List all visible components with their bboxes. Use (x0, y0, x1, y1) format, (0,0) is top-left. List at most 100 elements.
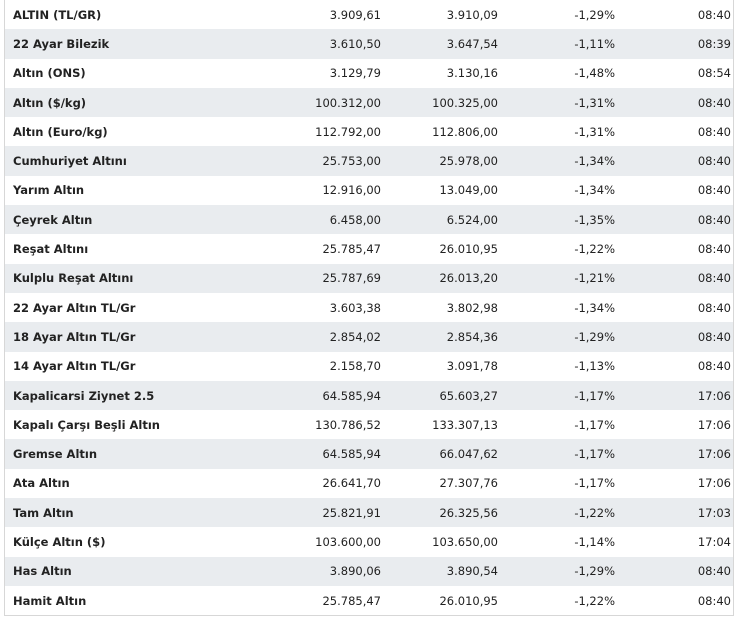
table-row[interactable]: Çeyrek Altın 6.458,00 6.524,00 -1,35% 08… (5, 205, 733, 235)
row-name: 22 Ayar Altın TL/Gr (13, 300, 136, 315)
row-time: 08:40 (697, 564, 731, 579)
row-buy-price: 12.916,00 (322, 183, 381, 198)
row-buy-price: 2.158,70 (329, 359, 381, 374)
table-row[interactable]: Cumhuriyet Altını 25.753,00 25.978,00 -1… (5, 146, 733, 176)
gold-prices-table: ALTIN (TL/GR) 3.909,61 3.910,09 -1,29% 0… (4, 0, 734, 617)
table-row[interactable]: Ata Altın 26.641,70 27.307,76 -1,17% 17:… (5, 469, 733, 498)
table-row[interactable]: Altın (ONS) 3.129,79 3.130,16 -1,48% 08:… (5, 59, 733, 88)
table-row[interactable]: 14 Ayar Altın TL/Gr 2.158,70 3.091,78 -1… (5, 352, 733, 381)
row-buy-price: 25.787,69 (322, 271, 381, 286)
row-time: 17:06 (697, 388, 731, 403)
row-time: 08:54 (697, 66, 731, 81)
row-time: 08:39 (697, 36, 731, 51)
row-time: 08:40 (697, 271, 731, 286)
table-row[interactable]: Yarım Altın 12.916,00 13.049,00 -1,34% 0… (5, 176, 733, 205)
table-row[interactable]: Has Altın 3.890,06 3.890,54 -1,29% 08:40 (5, 556, 733, 586)
row-sell-price: 100.325,00 (432, 95, 498, 110)
row-change: -1,17% (574, 388, 615, 403)
row-change: -1,22% (574, 593, 615, 608)
row-buy-price: 103.600,00 (315, 534, 381, 549)
row-change: -1,17% (574, 417, 615, 432)
row-name: Hamit Altın (13, 593, 87, 608)
table-row[interactable]: Kulplu Reşat Altını 25.787,69 26.013,20 … (5, 263, 733, 293)
row-buy-price: 2.854,02 (329, 329, 381, 344)
row-name: Yarım Altın (13, 183, 85, 198)
row-name: Çeyrek Altın (13, 212, 93, 227)
row-name: Altın (ONS) (13, 66, 86, 81)
table-row[interactable]: Külçe Altın ($) 103.600,00 103.650,00 -1… (5, 527, 733, 556)
row-name: Ata Altın (13, 476, 70, 491)
row-sell-price: 3.802,98 (446, 300, 498, 315)
row-name: 22 Ayar Bilezik (13, 36, 110, 51)
table-row[interactable]: ALTIN (TL/GR) 3.909,61 3.910,09 -1,29% 0… (5, 0, 733, 29)
table-row[interactable]: 22 Ayar Altın TL/Gr 3.603,38 3.802,98 -1… (5, 293, 733, 322)
row-sell-price: 65.603,27 (439, 388, 498, 403)
row-buy-price: 25.785,47 (322, 242, 381, 257)
row-sell-price: 26.013,20 (439, 271, 498, 286)
table-row[interactable]: Altın (Euro/kg) 112.792,00 112.806,00 -1… (5, 117, 733, 146)
row-change: -1,22% (574, 242, 615, 257)
row-name: 14 Ayar Altın TL/Gr (13, 359, 136, 374)
row-sell-price: 27.307,76 (439, 476, 498, 491)
row-buy-price: 64.585,94 (322, 447, 381, 462)
row-name: Tam Altın (13, 505, 74, 520)
row-time: 17:06 (697, 447, 731, 462)
row-name: Kapalı Çarşı Beşli Altın (13, 417, 160, 432)
row-time: 08:40 (697, 359, 731, 374)
row-change: -1,34% (574, 183, 615, 198)
row-change: -1,48% (574, 66, 615, 81)
row-sell-price: 103.650,00 (432, 534, 498, 549)
row-sell-price: 112.806,00 (432, 124, 498, 139)
row-buy-price: 26.641,70 (322, 476, 381, 491)
row-change: -1,17% (574, 476, 615, 491)
table-row[interactable]: Gremse Altın 64.585,94 66.047,62 -1,17% … (5, 439, 733, 469)
table-row[interactable]: Tam Altın 25.821,91 26.325,56 -1,22% 17:… (5, 498, 733, 528)
row-buy-price: 130.786,52 (315, 417, 381, 432)
row-buy-price: 25.821,91 (322, 505, 381, 520)
row-sell-price: 6.524,00 (446, 212, 498, 227)
row-time: 17:06 (697, 476, 731, 491)
row-sell-price: 13.049,00 (439, 183, 498, 198)
table-row[interactable]: Reşat Altını 25.785,47 26.010,95 -1,22% … (5, 234, 733, 263)
row-time: 08:40 (697, 329, 731, 344)
row-name: Altın (Euro/kg) (13, 124, 108, 139)
table-row[interactable]: Kapalı Çarşı Beşli Altın 130.786,52 133.… (5, 410, 733, 439)
row-name: Gremse Altın (13, 447, 98, 462)
row-name: Külçe Altın ($) (13, 534, 106, 549)
row-sell-price: 133.307,13 (432, 417, 498, 432)
table-row[interactable]: Kapalicarsi Ziynet 2.5 64.585,94 65.603,… (5, 380, 733, 411)
table-row[interactable]: Altın ($/kg) 100.312,00 100.325,00 -1,31… (5, 87, 733, 118)
row-name: Has Altın (13, 564, 72, 579)
table-row[interactable]: 22 Ayar Bilezik 3.610,50 3.647,54 -1,11%… (5, 29, 733, 59)
row-change: -1,13% (574, 359, 615, 374)
table-row[interactable]: Hamit Altın 25.785,47 26.010,95 -1,22% 0… (5, 586, 733, 615)
row-change: -1,35% (574, 212, 615, 227)
row-change: -1,31% (574, 124, 615, 139)
row-time: 08:40 (697, 154, 731, 169)
table-row[interactable]: 18 Ayar Altın TL/Gr 2.854,02 2.854,36 -1… (5, 322, 733, 352)
row-change: -1,29% (574, 7, 615, 22)
row-sell-price: 66.047,62 (439, 447, 498, 462)
row-sell-price: 26.325,56 (439, 505, 498, 520)
row-name: Reşat Altını (13, 242, 89, 257)
row-time: 08:40 (697, 593, 731, 608)
row-time: 08:40 (697, 124, 731, 139)
row-change: -1,14% (574, 534, 615, 549)
row-time: 08:40 (697, 242, 731, 257)
row-change: -1,11% (574, 36, 615, 51)
row-name: Kapalicarsi Ziynet 2.5 (13, 388, 155, 403)
row-change: -1,29% (574, 329, 615, 344)
row-sell-price: 3.890,54 (446, 564, 498, 579)
row-name: ALTIN (TL/GR) (13, 7, 102, 22)
row-sell-price: 26.010,95 (439, 593, 498, 608)
row-change: -1,17% (574, 447, 615, 462)
row-time: 08:40 (697, 95, 731, 110)
row-buy-price: 64.585,94 (322, 388, 381, 403)
row-time: 17:03 (697, 505, 731, 520)
row-change: -1,34% (574, 300, 615, 315)
row-sell-price: 3.091,78 (446, 359, 498, 374)
row-sell-price: 2.854,36 (446, 329, 498, 344)
row-change: -1,34% (574, 154, 615, 169)
row-change: -1,31% (574, 95, 615, 110)
row-time: 17:04 (697, 534, 731, 549)
